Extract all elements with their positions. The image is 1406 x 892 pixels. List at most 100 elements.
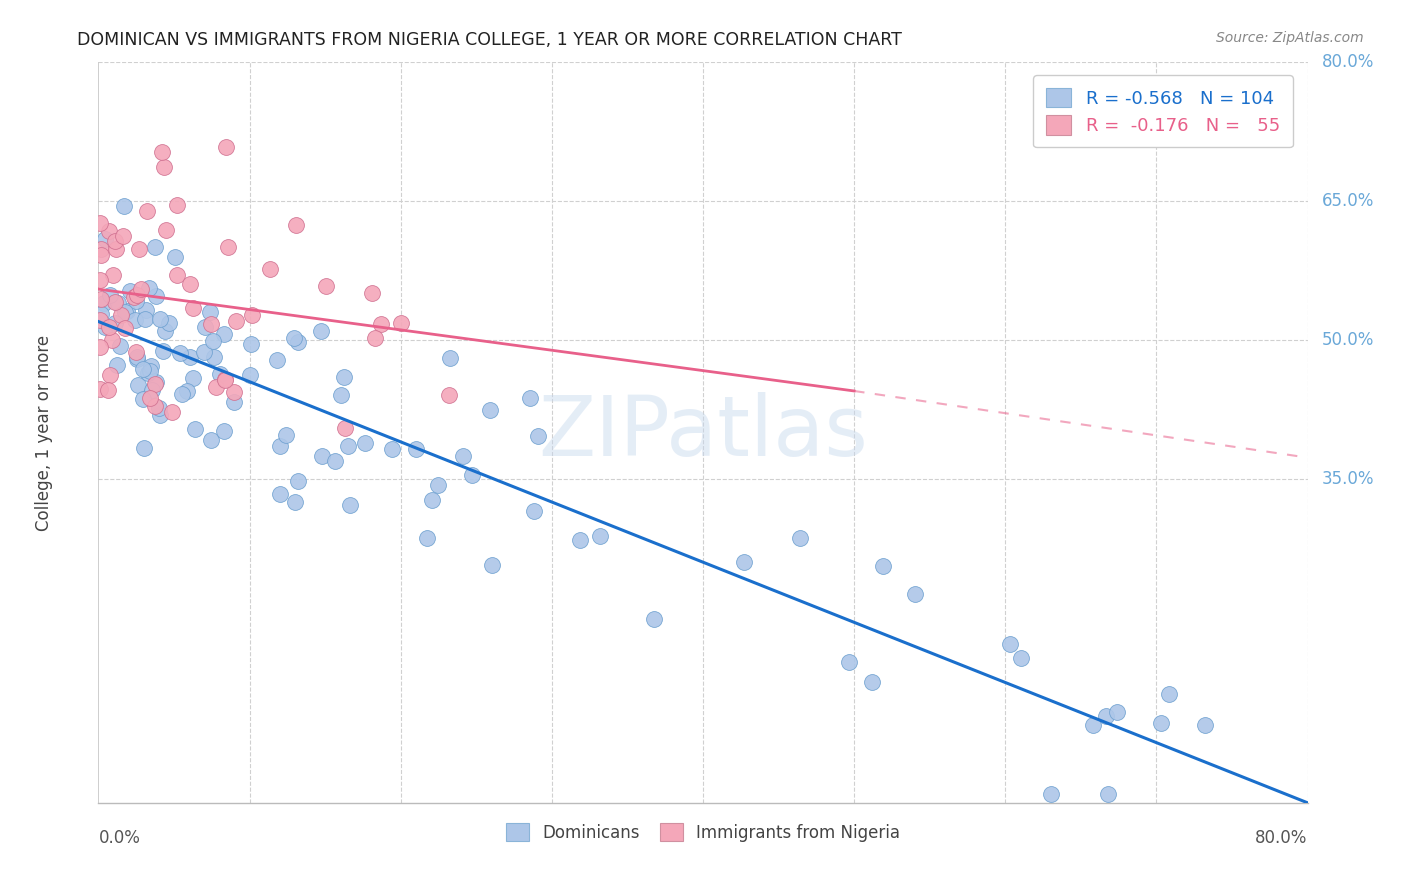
Point <box>287 335 309 350</box>
Point <box>184 422 207 436</box>
Point <box>1157 687 1180 701</box>
Point <box>170 387 193 401</box>
Point <box>259 262 281 277</box>
Point <box>333 421 356 435</box>
Point <box>98 319 121 334</box>
Point <box>202 351 225 365</box>
Point <box>439 351 461 366</box>
Point <box>176 384 198 399</box>
Point <box>217 240 239 254</box>
Point <box>437 387 460 401</box>
Point <box>148 401 170 416</box>
Point <box>389 316 412 330</box>
Point <box>1097 787 1119 801</box>
Point <box>115 304 138 318</box>
Point <box>93 296 115 310</box>
Point <box>214 373 236 387</box>
Point <box>209 368 232 382</box>
Point <box>157 316 180 330</box>
Point <box>1094 709 1116 723</box>
Point <box>101 333 124 347</box>
Point <box>143 399 166 413</box>
Point <box>122 290 145 304</box>
Point <box>181 301 204 315</box>
Point <box>266 353 288 368</box>
Point <box>94 232 117 246</box>
Point <box>89 307 111 321</box>
Point <box>89 382 111 396</box>
Point <box>114 321 136 335</box>
Point <box>527 429 550 443</box>
Point <box>90 293 112 307</box>
Point <box>872 558 894 573</box>
Text: 80.0%: 80.0% <box>1256 829 1308 847</box>
Text: College, 1 year or more: College, 1 year or more <box>35 334 53 531</box>
Point <box>145 289 167 303</box>
Point <box>789 531 811 545</box>
Point <box>519 391 541 405</box>
Point <box>135 204 157 219</box>
Point <box>89 313 111 327</box>
Point <box>153 160 176 174</box>
Text: 65.0%: 65.0% <box>1322 193 1375 211</box>
Point <box>153 324 176 338</box>
Point <box>166 268 188 282</box>
Point <box>108 339 131 353</box>
Point <box>323 454 346 468</box>
Point <box>1194 718 1216 732</box>
Point <box>103 295 125 310</box>
Text: 80.0%: 80.0% <box>1322 54 1375 71</box>
Point <box>166 198 188 212</box>
Point <box>127 287 149 301</box>
Point <box>1039 787 1062 801</box>
Point <box>287 474 309 488</box>
Text: 35.0%: 35.0% <box>1322 470 1375 488</box>
Point <box>145 375 167 389</box>
Point <box>269 438 291 452</box>
Point <box>127 378 149 392</box>
Point <box>422 493 444 508</box>
Point <box>285 218 308 232</box>
Text: DOMINICAN VS IMMIGRANTS FROM NIGERIA COLLEGE, 1 YEAR OR MORE CORRELATION CHART: DOMINICAN VS IMMIGRANTS FROM NIGERIA COL… <box>77 31 903 49</box>
Point <box>193 345 215 359</box>
Point <box>107 295 129 310</box>
Point <box>89 216 111 230</box>
Point <box>132 361 155 376</box>
Point <box>426 478 449 492</box>
Point <box>214 372 236 386</box>
Legend: Dominicans, Immigrants from Nigeria: Dominicans, Immigrants from Nigeria <box>498 814 908 850</box>
Text: 0.0%: 0.0% <box>98 829 141 847</box>
Point <box>143 377 166 392</box>
Point <box>112 199 135 213</box>
Point <box>131 282 153 296</box>
Point <box>224 384 246 399</box>
Point <box>194 319 217 334</box>
Point <box>152 344 174 359</box>
Point <box>838 655 860 669</box>
Point <box>101 268 124 282</box>
Point <box>179 350 201 364</box>
Point <box>461 468 484 483</box>
Point <box>589 528 612 542</box>
Point <box>160 404 183 418</box>
Point <box>904 586 927 600</box>
Point <box>283 330 305 344</box>
Point <box>139 391 162 405</box>
Point <box>315 278 337 293</box>
Point <box>97 224 120 238</box>
Point <box>733 555 755 569</box>
Point <box>200 317 222 331</box>
Point <box>110 308 132 322</box>
Point <box>134 312 156 326</box>
Point <box>125 350 148 364</box>
Point <box>212 424 235 438</box>
Point <box>104 316 127 330</box>
Point <box>309 324 332 338</box>
Point <box>205 380 228 394</box>
Point <box>370 317 392 331</box>
Point <box>214 327 236 342</box>
Point <box>239 368 262 382</box>
Point <box>1105 705 1128 719</box>
Point <box>132 441 155 455</box>
Point <box>98 288 121 302</box>
